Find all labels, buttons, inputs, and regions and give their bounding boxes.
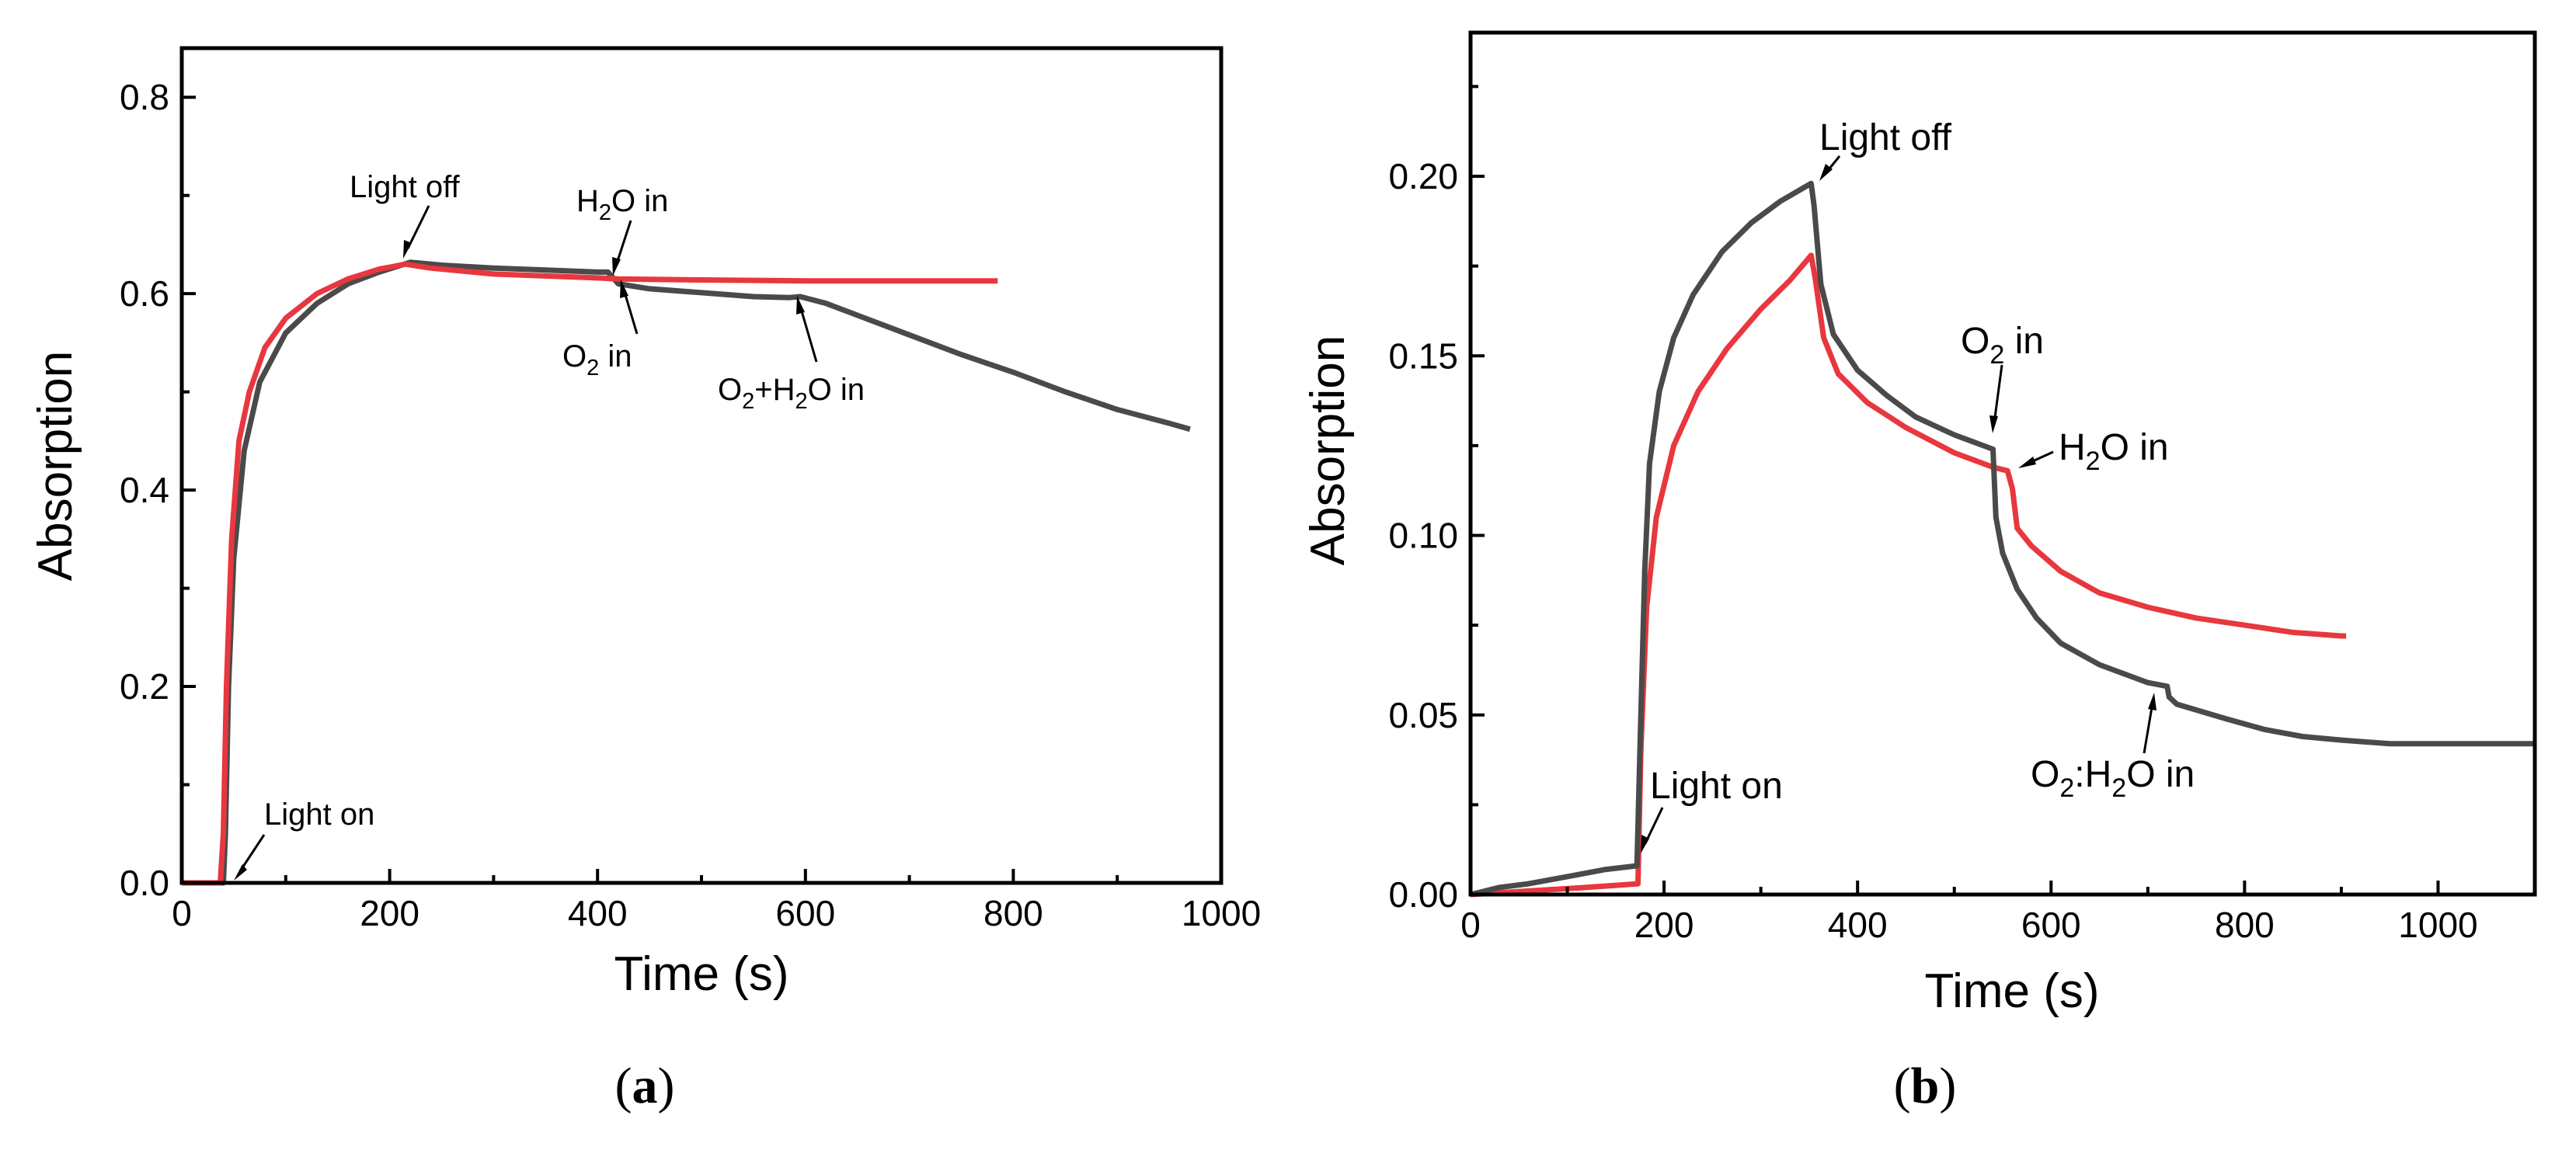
panel-a-caption-letter: a xyxy=(632,1058,658,1114)
panel-a-annotation-o2-in: O2 in xyxy=(562,339,632,380)
panel-a-o2-sub: 2 xyxy=(587,356,599,380)
panel-b-o2h2o-main: O xyxy=(2031,754,2059,795)
panel-b-x-tick-label: 1000 xyxy=(2398,905,2477,945)
panel-a-x-tick-label: 1000 xyxy=(1182,893,1261,933)
panel-b-x-tick-label: 600 xyxy=(2021,905,2081,945)
panel-a-annotation-light-on: Light on xyxy=(264,797,374,832)
panel-a-o2-main: O xyxy=(562,339,587,374)
panel-a-h2o-sub: 2 xyxy=(599,200,611,225)
panel-b-caption: (b) xyxy=(1894,1058,1957,1114)
panel-a-series-dark-line xyxy=(182,259,1191,886)
panel-b-y-tick-label: 0.20 xyxy=(1388,156,1458,196)
panel-a-x-tick-label: 0 xyxy=(172,893,192,933)
panel-b-o2h2o-sub2: 2 xyxy=(2111,773,2126,803)
panel-b-o2-main: O xyxy=(1961,321,1989,362)
panel-b-annotation-h2o-in: H2O in xyxy=(2059,427,2169,476)
panel-a-x-tick-label: 600 xyxy=(775,893,835,933)
panel-b-x-tick-label: 0 xyxy=(1460,905,1481,945)
panel-a-y-tick-label: 0.2 xyxy=(120,666,169,707)
panel-b-x-tick-label: 200 xyxy=(1634,905,1694,945)
panel-b-arrowhead-light-off xyxy=(1819,164,1833,181)
panel-b-o2-sub: 2 xyxy=(1989,340,2004,370)
panel-b-caption-close: ) xyxy=(1939,1058,1956,1114)
panel-a-arrow-o2-h2o-in xyxy=(799,305,818,363)
panel-a-caption-open: ( xyxy=(615,1058,632,1114)
panel-a-arrow-h2o-in xyxy=(614,220,632,266)
panel-a-plot-frame xyxy=(179,46,1224,885)
panel-a-h2o-rest: O in xyxy=(611,184,668,218)
panel-a-annotations: Light on Light off H2O in O2 in O2+H2O i… xyxy=(234,170,865,881)
panel-b-annotation-o2-in: O2 in xyxy=(1961,321,2044,370)
panel-b-o2h2o-mid: :H xyxy=(2074,754,2111,795)
panel-a-annotation-o2-h2o-in: O2+H2O in xyxy=(718,373,865,414)
panel-b-series-group xyxy=(1470,180,2535,898)
panel-a: 0 200 400 600 800 1000 0.0 0.2 0.4 0.6 0.8 Time (s… xyxy=(29,46,1261,1114)
panel-b-series-red-line xyxy=(1470,252,2347,898)
panel-a-arrowhead-h2o-in xyxy=(612,257,621,276)
panel-b-series-dark-line xyxy=(1470,180,2535,898)
panel-a-x-axis-label: Time (s) xyxy=(614,947,789,1001)
panel-a-series-red-line xyxy=(182,261,998,886)
panel-a-y-tick-label: 0.0 xyxy=(120,863,169,903)
panel-a-y-tick-label: 0.4 xyxy=(120,470,169,510)
panel-a-x-tick-label: 400 xyxy=(568,893,628,933)
panel-b-y-tick-label: 0.05 xyxy=(1388,695,1458,735)
panel-b-o2h2o-rest: O in xyxy=(2126,754,2195,795)
panel-b-arrowhead-light-on xyxy=(1641,835,1649,853)
panel-a-o2h2o-sub: 2 xyxy=(742,389,754,414)
panel-b-h2o-rest: O in xyxy=(2101,427,2169,468)
panel-b-annotation-light-on: Light on xyxy=(1650,766,1783,807)
panel-b: 0 200 400 600 800 1000 0.00 0.05 0.10 0.15 0.20 Ti… xyxy=(1301,30,2537,1114)
panel-b-annotations: Light on Light off O2 in H2O in O2:H2O i… xyxy=(1641,117,2195,853)
panel-a-y-axis-label: Absorption xyxy=(29,351,82,581)
panel-b-caption-letter: b xyxy=(1911,1058,1940,1114)
panel-b-arrowhead-h2o-in xyxy=(2018,457,2036,468)
panel-a-o2h2o-rest: O in xyxy=(808,373,865,407)
panel-b-x-tick-label: 400 xyxy=(1828,905,1888,945)
panel-a-y-tick-label: 0.8 xyxy=(120,77,169,117)
panel-b-x-tick-label: 800 xyxy=(2215,905,2275,945)
panel-b-x-axis-label: Time (s) xyxy=(1925,964,2100,1018)
panel-b-annotation-light-off: Light off xyxy=(1819,117,1952,158)
panel-a-arrowhead-light-on xyxy=(234,864,247,881)
panel-a-o2h2o-sub2: 2 xyxy=(795,389,808,414)
panel-a-x-tick-label: 800 xyxy=(983,893,1043,933)
panel-b-y-axis-label: Absorption xyxy=(1301,335,1355,565)
panel-b-o2-rest: in xyxy=(2004,321,2044,362)
panel-a-arrow-light-on xyxy=(238,834,266,872)
panel-b-arrowhead-o2-h2o-in xyxy=(2148,693,2157,711)
panel-b-plot-frame xyxy=(1468,30,2537,897)
panel-a-caption: (a) xyxy=(615,1058,675,1114)
panel-a-arrowhead-light-off xyxy=(403,240,412,259)
panel-b-arrowhead-o2-in xyxy=(1989,415,1998,433)
panel-a-x-tick-label: 200 xyxy=(360,893,419,933)
panel-a-arrow-o2-in xyxy=(622,289,639,335)
panel-b-arrow-o2-in xyxy=(1993,364,2003,424)
panel-b-y-tick-label: 0.00 xyxy=(1388,874,1458,915)
panel-b-y-tick-label: 0.15 xyxy=(1388,335,1458,376)
panel-a-ticks-group: 0 200 400 600 800 1000 0.0 0.2 0.4 0.6 0.8 xyxy=(120,77,1261,933)
panel-a-o2-rest: in xyxy=(599,339,632,374)
panel-a-annotation-light-off: Light off xyxy=(350,170,460,204)
panel-b-o2h2o-sub: 2 xyxy=(2059,773,2074,803)
panel-b-annotation-o2-h2o-in: O2:H2O in xyxy=(2031,754,2195,803)
panel-a-arrow-light-off xyxy=(406,205,430,249)
panel-a-o2h2o-mid: +H xyxy=(754,373,795,407)
panel-b-ticks-group: 0 200 400 600 800 1000 0.00 0.05 0.10 0.15 0.20 xyxy=(1388,85,2536,945)
panel-a-arrowhead-o2-h2o-in xyxy=(796,296,805,314)
panel-b-h2o-main: H xyxy=(2059,427,2086,468)
panel-a-annotation-h2o-in: H2O in xyxy=(576,184,668,225)
panel-b-y-tick-label: 0.10 xyxy=(1388,516,1458,556)
panel-b-h2o-sub: 2 xyxy=(2086,446,2101,476)
panel-a-y-tick-label: 0.6 xyxy=(120,273,169,314)
panel-b-arrow-light-on xyxy=(1644,807,1664,844)
panel-b-arrow-o2-h2o-in xyxy=(2143,702,2154,754)
panel-a-arrowhead-o2-in xyxy=(620,280,628,298)
panel-a-o2h2o-main: O xyxy=(718,373,742,407)
panel-b-caption-open: ( xyxy=(1894,1058,1911,1114)
panel-a-h2o-main: H xyxy=(576,184,599,218)
panel-a-caption-close: ) xyxy=(658,1058,675,1114)
panel-a-series-group xyxy=(182,259,1191,886)
